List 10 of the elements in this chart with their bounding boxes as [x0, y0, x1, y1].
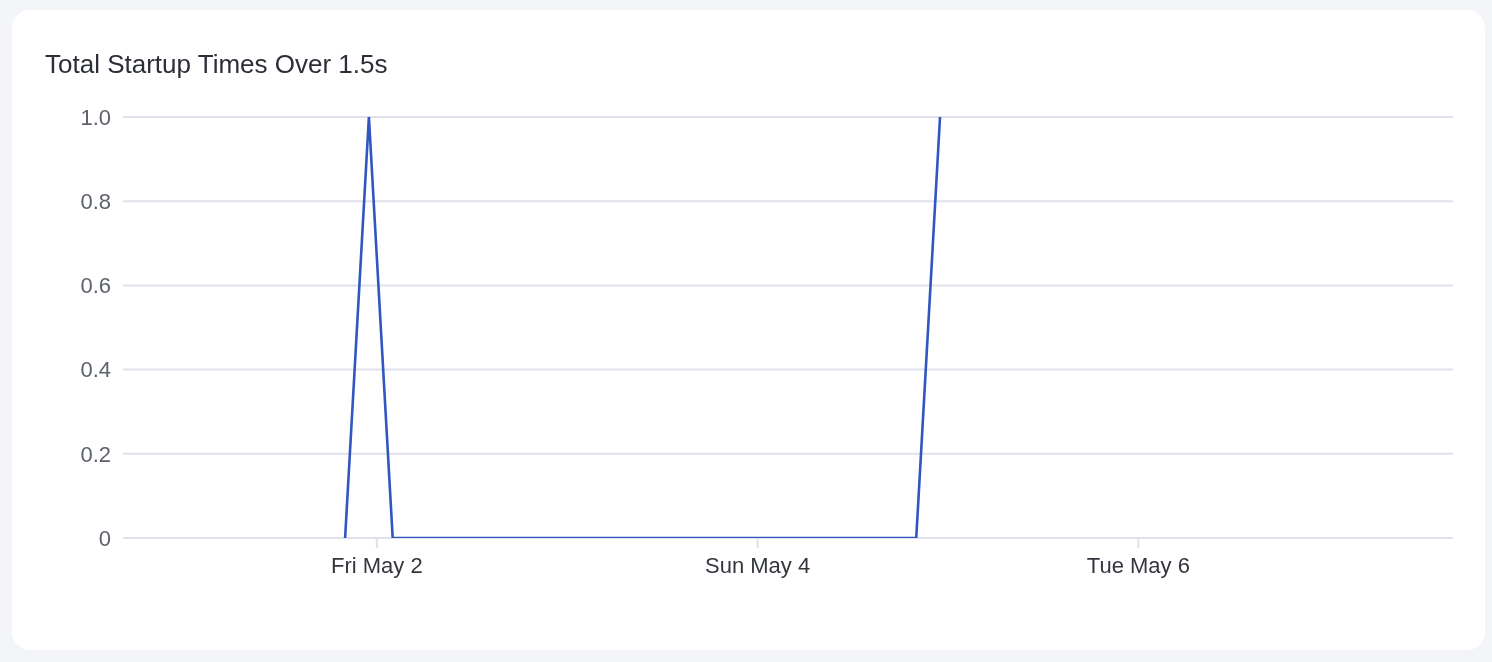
y-tick-label: 0.8: [80, 189, 111, 215]
y-tick-label: 0.2: [80, 441, 111, 467]
x-tick-label: Fri May 2: [330, 552, 423, 578]
x-tick-label: Tue May 6: [1086, 552, 1190, 578]
y-tick-label: 0.4: [80, 357, 111, 383]
y-tick-label: 1.0: [80, 104, 111, 130]
chart-title: Total Startup Times Over 1.5s: [45, 49, 388, 79]
y-tick-label: 0.6: [80, 273, 111, 299]
y-tick-label: 0: [98, 525, 111, 551]
x-tick-label: Sun May 4: [705, 552, 811, 578]
